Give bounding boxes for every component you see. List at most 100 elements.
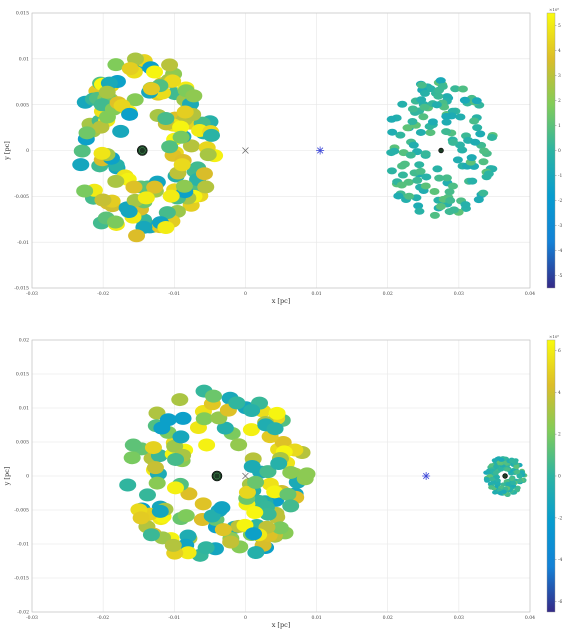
particle	[494, 474, 501, 480]
colorbar-gradient	[546, 339, 556, 613]
particle	[180, 487, 198, 501]
particle	[435, 202, 446, 210]
particle	[386, 115, 397, 123]
colorbar-tick-label: -5	[558, 274, 562, 279]
particle	[242, 423, 260, 437]
y-tick-label: -0.01	[17, 542, 29, 548]
particle	[137, 191, 155, 205]
colorbar-tick-label: 5	[558, 24, 561, 29]
particle	[164, 74, 182, 88]
particle	[397, 171, 408, 179]
origin-cross-marker	[242, 147, 249, 154]
particle	[247, 475, 265, 489]
particle	[387, 128, 398, 136]
particle	[123, 451, 141, 465]
particle	[514, 469, 521, 475]
particle	[228, 396, 246, 410]
particle	[197, 541, 215, 555]
particle	[202, 128, 220, 142]
star-stroke	[423, 472, 430, 480]
colorbar-tick-label: 3	[558, 74, 561, 79]
x-tick-label: 0.04	[525, 291, 535, 297]
particle	[429, 211, 440, 219]
particle	[157, 112, 175, 126]
particle	[199, 148, 217, 162]
particle	[107, 174, 125, 188]
particle	[441, 112, 452, 120]
colorbar-exponent: ×10⁶	[549, 334, 559, 339]
particle	[194, 497, 212, 511]
y-tick-label: 0.01	[19, 406, 29, 412]
particle	[266, 485, 284, 499]
particle	[146, 461, 164, 475]
colorbar-tick-label: -2	[558, 199, 562, 204]
particle	[492, 470, 499, 476]
particle	[119, 478, 137, 492]
x-tick-label: -0.01	[168, 291, 180, 297]
particle	[98, 85, 116, 99]
cross-stroke	[242, 147, 249, 154]
colorbar-tick-label: 0	[558, 475, 561, 480]
y-tick-label: 0	[26, 474, 29, 480]
particle	[78, 126, 96, 140]
particle	[175, 179, 193, 193]
particle	[247, 546, 265, 560]
particle	[452, 156, 463, 164]
colorbar-tick-label: 4	[558, 391, 561, 396]
particle	[397, 162, 408, 170]
particle	[393, 192, 404, 200]
black-hole-disc	[438, 147, 444, 154]
particle	[396, 181, 407, 189]
particle	[166, 481, 184, 495]
particle	[408, 141, 419, 149]
y-tick-label: 0	[26, 148, 29, 154]
colorbar-tick-label: 0	[558, 149, 561, 154]
particle	[493, 464, 500, 469]
particle	[419, 89, 430, 97]
y-tick-label: 0.02	[19, 338, 29, 344]
x-tick-label: 0.04	[525, 615, 535, 621]
particle	[230, 438, 248, 452]
particle	[172, 430, 190, 444]
y-axis-label: y [pc]	[3, 467, 11, 487]
particle	[164, 538, 182, 552]
x-axis-label: x [pc]	[272, 621, 291, 629]
particle	[259, 465, 277, 479]
particle	[498, 457, 505, 462]
particle	[177, 509, 195, 523]
particle	[259, 507, 277, 521]
colorbar-gradient	[546, 12, 556, 289]
black-hole-disc	[502, 473, 508, 479]
particle	[132, 511, 150, 525]
particle	[470, 138, 481, 146]
particle	[415, 128, 426, 136]
particle	[121, 107, 139, 121]
particle	[142, 528, 160, 542]
y-tick-label: -0.005	[14, 508, 29, 514]
particle	[419, 103, 430, 111]
particle	[425, 129, 436, 137]
particle	[162, 189, 180, 203]
particle	[274, 435, 292, 449]
particle	[124, 438, 142, 452]
particle	[243, 459, 261, 473]
particle-cluster-1	[72, 52, 224, 243]
particle	[151, 504, 169, 518]
particle	[500, 489, 507, 495]
particle	[161, 58, 179, 72]
particle	[213, 501, 231, 515]
particle	[421, 173, 432, 181]
particle	[203, 509, 221, 523]
particle	[266, 422, 284, 436]
central-black-hole-1-marker	[211, 470, 223, 482]
black-hole-ring	[213, 472, 221, 480]
y-tick-label: -0.02	[17, 610, 29, 616]
colorbar-tick-label: 2	[558, 433, 561, 438]
x-axis-label: x [pc]	[272, 297, 291, 305]
chart-panel-1: -0.03 -0.02 -0.01 0 0.01 0.02 0.03 0.04-0.015-0…	[3, 7, 562, 305]
x-tick-label: 0.02	[383, 291, 393, 297]
chart-panel-2: -0.03 -0.02 -0.01 0 0.01 0.02 0.03 0.04-0.02-0.…	[3, 334, 562, 629]
center-of-mass-star-marker	[316, 146, 325, 155]
particle	[268, 406, 286, 420]
